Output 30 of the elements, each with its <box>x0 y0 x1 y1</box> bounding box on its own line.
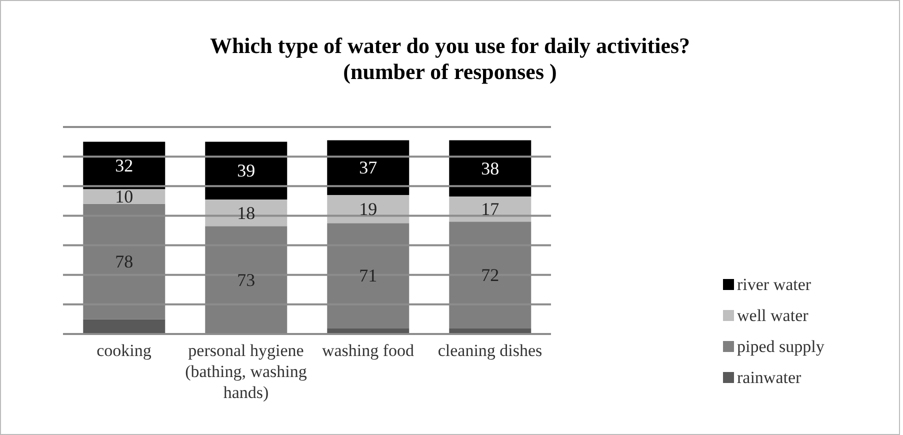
bar <box>83 204 166 320</box>
data-label: 37 <box>359 158 378 178</box>
data-label: 38 <box>481 158 500 178</box>
data-label: 10 <box>115 186 134 206</box>
bar <box>327 140 410 196</box>
bar <box>449 222 532 328</box>
x-tick-label: personal hygiene (bathing, washing hands) <box>185 341 308 402</box>
data-label: 17 <box>481 199 500 220</box>
bar <box>327 223 410 328</box>
data-label: 18 <box>237 202 256 223</box>
x-tick-label: cleaning dishes <box>438 341 542 360</box>
legend-label: well water <box>736 304 810 326</box>
data-label: 73 <box>237 270 256 290</box>
data-label: 39 <box>237 160 256 181</box>
bar <box>449 140 532 196</box>
bar <box>205 142 288 200</box>
bar <box>205 226 288 334</box>
data-label: 78 <box>115 252 134 272</box>
data-label: 19 <box>359 199 378 220</box>
legend-label: piped supply <box>736 336 826 358</box>
x-tick-label: cooking <box>96 341 152 360</box>
x-tick-label: washing food <box>322 341 415 360</box>
data-label: 71 <box>359 266 378 286</box>
data-label: 32 <box>115 155 134 176</box>
bar <box>83 189 166 204</box>
legend-label: river water <box>736 274 812 296</box>
bar <box>83 319 166 334</box>
chart-title: Which type of water do you use for daily activities? (number of responses ) <box>210 33 690 85</box>
data-label: 72 <box>481 264 500 285</box>
legend-label: rainwater <box>736 366 802 388</box>
